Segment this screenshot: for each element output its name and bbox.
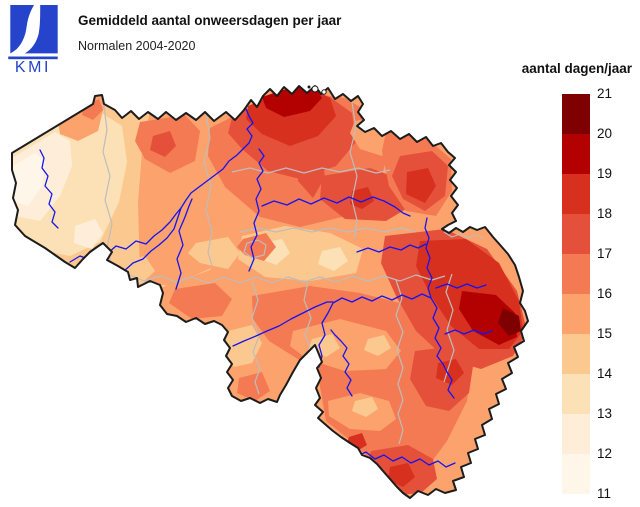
page-subtitle: Normalen 2004-2020 — [78, 39, 196, 53]
legend-band-15-16 — [562, 294, 590, 334]
river-ourthe — [430, 297, 455, 399]
legend-tick-12: 12 — [597, 446, 613, 461]
legend-band-19-20 — [562, 134, 590, 174]
river-maas — [318, 217, 433, 368]
contour-bands-layer — [12, 86, 528, 498]
legend-tick-11: 11 — [597, 486, 612, 501]
legend-band-13-14 — [562, 374, 590, 414]
kmi-logo-left-shape — [10, 5, 34, 54]
legend-tick-14: 14 — [597, 366, 613, 381]
legend-tick-18: 18 — [597, 206, 613, 221]
legend-title: aantal dagen/jaar — [521, 61, 632, 76]
river-lesse — [330, 329, 353, 397]
legend-tick-20: 20 — [597, 126, 613, 141]
legend-tick-17: 17 — [597, 246, 613, 261]
rivers-layer — [39, 108, 493, 468]
legend-tick-19: 19 — [597, 166, 613, 181]
river-sambre — [232, 301, 334, 347]
legend-band-17-18 — [562, 214, 590, 254]
river-vesdre — [435, 283, 487, 289]
legend-tick-15: 15 — [597, 326, 613, 341]
river-jeker — [356, 243, 427, 253]
legend-tick-13: 13 — [597, 406, 613, 421]
legend-band-20-21 — [562, 94, 590, 134]
kmi-logo-text: KMI — [15, 59, 51, 73]
legend-band-18-19 — [562, 174, 590, 214]
kmi-logo-underline — [8, 56, 58, 60]
river-ijzer — [39, 149, 59, 229]
belgium-outline — [11, 85, 529, 499]
legend-tick-21: 21 — [597, 86, 613, 101]
kmi-logo: KMI — [8, 5, 58, 73]
river-demer — [261, 196, 411, 217]
legend-band-12-13 — [562, 414, 590, 454]
page-title: Gemiddeld aantal onweersdagen per jaar — [78, 13, 342, 28]
legend-band-14-15 — [562, 334, 590, 374]
legend-color-bar — [562, 94, 590, 494]
legend-tick-16: 16 — [597, 286, 613, 301]
river-zenne-dijle — [248, 148, 265, 272]
legend-band-11-12 — [562, 454, 590, 494]
kmi-logo-right-shape — [24, 5, 58, 54]
legend-tick-labels: 21 20 19 18 17 16 15 14 13 12 11 — [597, 86, 631, 502]
baarle-enclaves — [307, 85, 327, 95]
legend-band-16-17 — [562, 254, 590, 294]
river-dender — [175, 198, 193, 290]
river-ambleve — [444, 329, 493, 335]
river-schelde — [107, 108, 254, 282]
